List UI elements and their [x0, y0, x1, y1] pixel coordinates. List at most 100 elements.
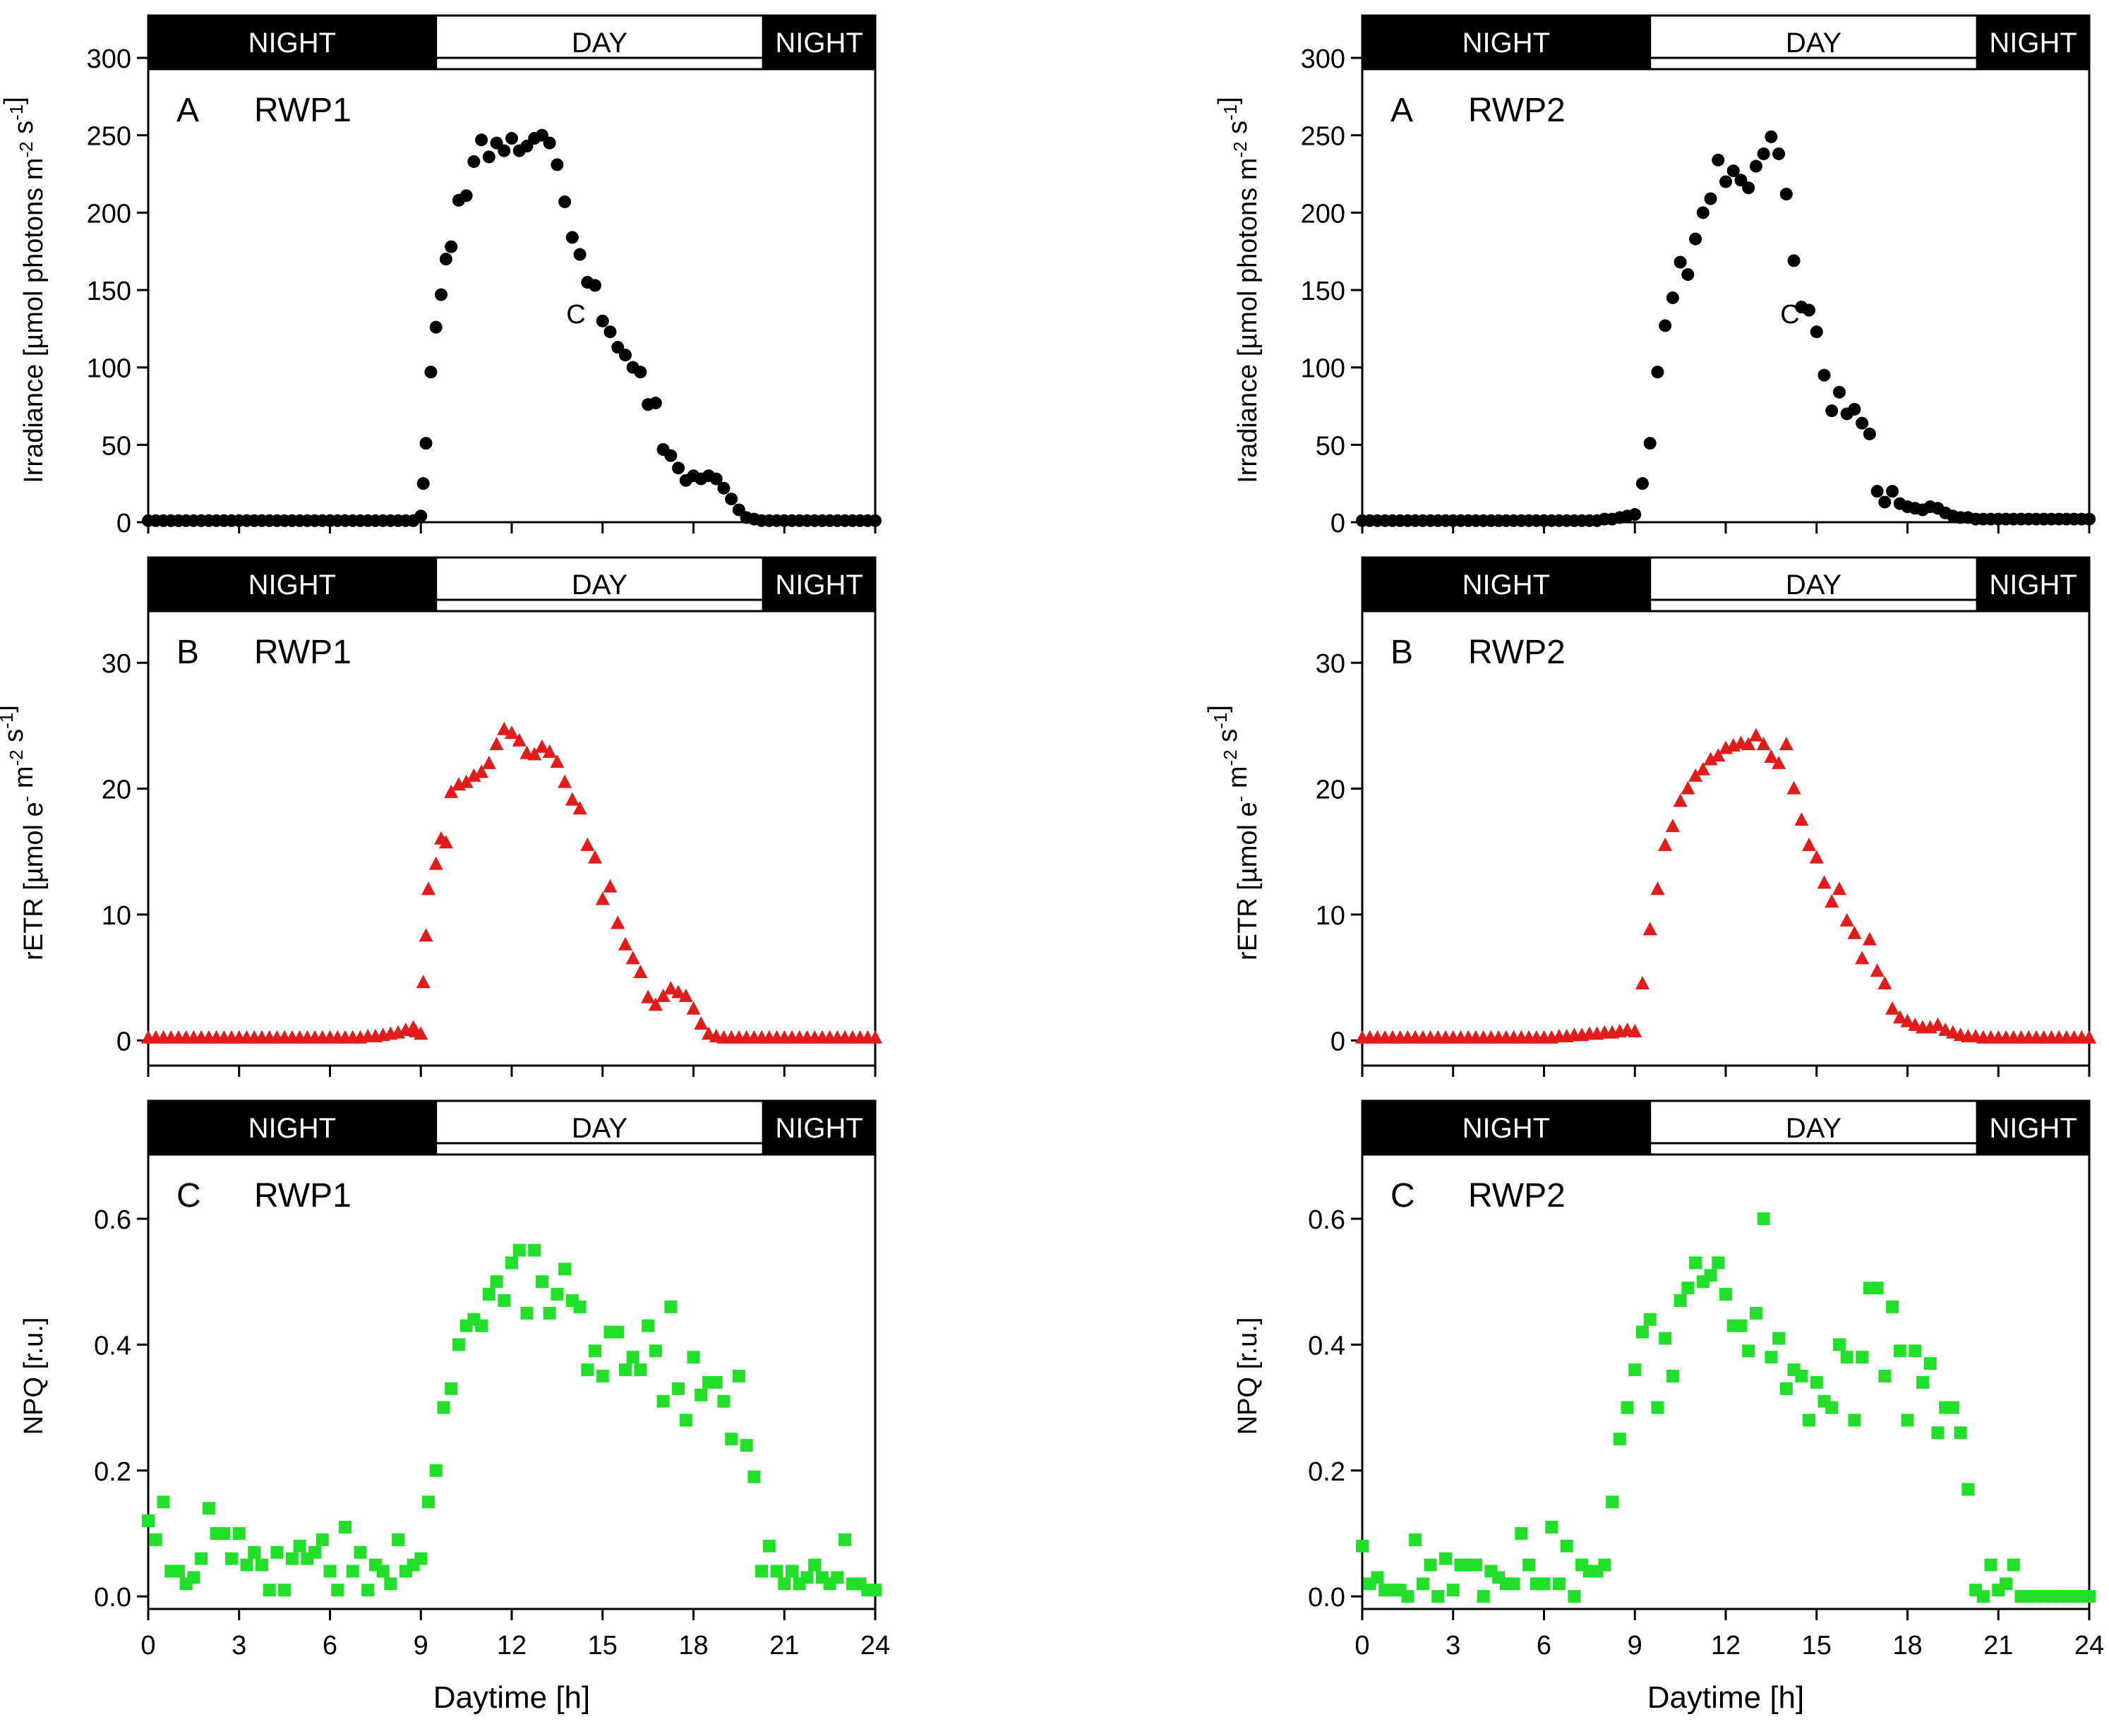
data-point	[694, 1016, 709, 1030]
data-point	[392, 1533, 405, 1546]
data-point	[1356, 1539, 1369, 1553]
data-point	[1681, 780, 1695, 795]
data-point	[1673, 793, 1688, 807]
y-tick-label: 50	[102, 431, 131, 461]
data-point	[596, 314, 609, 327]
data-point	[520, 1306, 534, 1320]
data-point	[1870, 485, 1884, 498]
data-point	[740, 1439, 753, 1452]
data-point	[1803, 303, 1816, 317]
panel-retr-rwp1: NIGHT DAY NIGHT 0 10 20 30 rETR [µmol e- m-2 s-…	[0, 556, 882, 1077]
panel-retr-rwp2: NIGHT DAY NIGHT 0 10 20 30 rETR [µmol e- m-2 s-…	[1203, 556, 2096, 1077]
night-band	[147, 14, 438, 71]
data-point	[354, 1545, 367, 1559]
y-axis-label: rETR [µmol e- m-2 s-1]	[1203, 705, 1263, 960]
data-point	[1810, 325, 1823, 339]
axis-label-text: rETR [µmol e- m-2 s-1]	[1203, 705, 1263, 960]
data-point	[618, 349, 632, 362]
data-point	[1892, 1010, 1907, 1024]
day-band	[435, 1099, 764, 1156]
annotation-label: C	[566, 300, 585, 330]
data-point	[785, 1565, 798, 1578]
data-point	[634, 366, 647, 379]
night-band	[762, 14, 877, 71]
data-point	[572, 801, 587, 815]
data-point	[2083, 512, 2096, 526]
data-point	[323, 1565, 337, 1578]
data-point	[1711, 748, 1726, 762]
data-point	[1446, 1584, 1460, 1597]
y-tick-label: 200	[1301, 199, 1345, 229]
x-tick-label: 9	[414, 1631, 428, 1660]
data-point	[263, 1584, 276, 1597]
data-point	[656, 988, 671, 1002]
night-band	[1976, 1099, 2091, 1156]
night-band	[1976, 14, 2091, 71]
data-point	[1825, 404, 1839, 418]
data-point	[1712, 1256, 1725, 1270]
data-point	[467, 768, 481, 782]
panel-site: RWP2	[1468, 634, 1566, 671]
axis-label-text: Irradiance [µmol photons m-2 s-1]	[0, 97, 49, 483]
y-tick-label: 0.2	[1308, 1457, 1345, 1487]
data-point	[634, 1363, 647, 1377]
data-point	[1748, 728, 1763, 742]
data-point	[1628, 1023, 1642, 1037]
data-point	[1901, 1413, 1914, 1427]
data-point	[1598, 1558, 1611, 1572]
data-point	[416, 477, 430, 490]
data-point	[1765, 130, 1778, 143]
data-point	[1431, 1590, 1445, 1603]
data-point	[1552, 1577, 1566, 1591]
data-point	[2007, 1558, 2020, 1572]
data-point	[467, 155, 481, 168]
x-tick-label: 0	[140, 1631, 155, 1660]
data-point	[558, 774, 572, 788]
data-point	[1703, 752, 1718, 766]
axis-label-text: NPQ [r.u.]	[19, 1318, 49, 1435]
data-point	[551, 1288, 564, 1301]
panel-letter: C	[1390, 1177, 1415, 1214]
data-point	[1900, 1013, 1915, 1027]
data-point	[641, 989, 656, 1003]
data-point	[1945, 1025, 1960, 1039]
data-point	[588, 850, 603, 864]
data-point	[1809, 850, 1824, 864]
data-point	[671, 984, 686, 999]
x-tick-label: 6	[323, 1631, 337, 1660]
data-point	[414, 1026, 428, 1040]
data-point	[1757, 147, 1770, 160]
data-point	[439, 253, 452, 266]
data-point	[1651, 366, 1664, 379]
data-point	[293, 1539, 306, 1553]
y-axis-label: rETR [µmol e- m-2 s-1]	[0, 705, 49, 960]
data-point	[497, 721, 512, 735]
data-point	[1877, 976, 1892, 990]
data-point	[527, 747, 542, 761]
data-point	[1650, 881, 1665, 896]
data-point	[1930, 1017, 1945, 1031]
y-tick-label: 0.4	[1308, 1331, 1345, 1361]
data-point	[709, 472, 723, 486]
data-point	[1658, 837, 1673, 851]
data-point	[808, 1558, 822, 1572]
data-point	[1621, 1401, 1634, 1414]
data-point	[1999, 1577, 2012, 1591]
data-point	[595, 891, 610, 905]
axis-label-text: rETR [µmol e- m-2 s-1]	[0, 705, 49, 960]
data-point	[725, 493, 738, 506]
data-point	[1560, 1539, 1573, 1553]
panel-site: RWP1	[254, 92, 352, 129]
data-point	[747, 1470, 761, 1483]
data-point	[482, 1288, 495, 1301]
data-point	[361, 1584, 375, 1597]
data-point	[1749, 159, 1762, 173]
x-tick-label: 12	[497, 1631, 527, 1660]
data-point	[414, 1552, 428, 1565]
data-point	[1704, 1269, 1717, 1282]
data-point	[1545, 1521, 1558, 1534]
data-point	[1666, 291, 1679, 304]
data-point	[589, 279, 602, 292]
y-tick-label: 0	[1330, 509, 1345, 538]
day-label: DAY	[1786, 1113, 1841, 1144]
